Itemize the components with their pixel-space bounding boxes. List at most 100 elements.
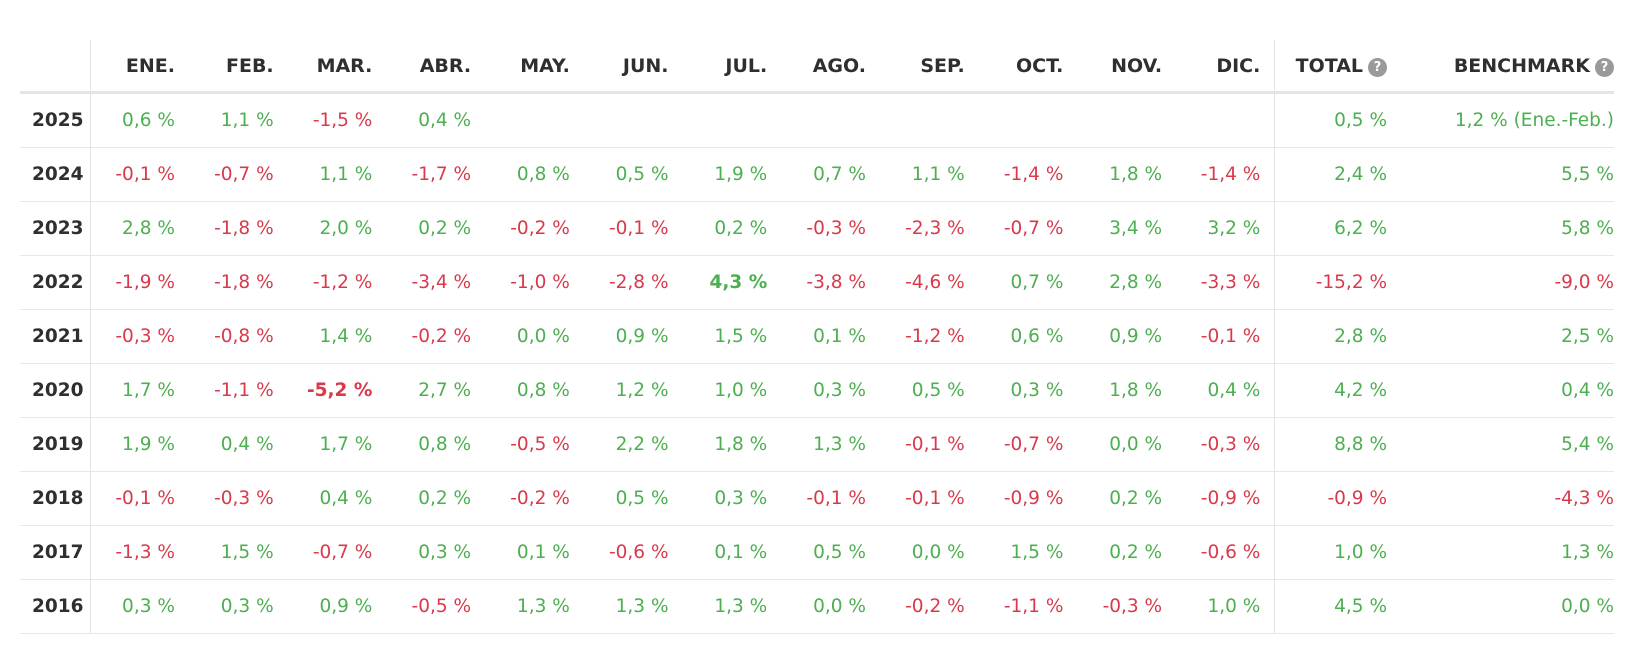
- table-body: 2025 0,6 % 1,1 % -1,5 % 0,4 % 0,5 % 1,2 % (Ene…: [20, 92, 1614, 634]
- month-return-cell: -0,3 %: [90, 309, 189, 364]
- year-column-header: [20, 40, 91, 94]
- year-cell: 2024: [20, 147, 91, 202]
- month-return-cell: [583, 92, 683, 148]
- month-return-cell: 2,2 %: [583, 417, 683, 472]
- month-header-10: OCT.: [978, 40, 1078, 94]
- month-return-cell: -1,2 %: [879, 309, 979, 364]
- month-return-cell: 0,3 %: [682, 471, 782, 526]
- month-return-cell: -0,1 %: [583, 201, 683, 256]
- month-return-cell: -0,5 %: [386, 579, 486, 634]
- table-row: 2017 -1,3 % 1,5 % -0,7 % 0,3 % 0,1 % -0,6 % 0,1…: [20, 525, 1614, 580]
- month-return-cell: -0,7 %: [978, 417, 1078, 472]
- benchmark-return-cell: 1,2 % (Ene.-Feb.): [1401, 92, 1614, 148]
- month-return-cell: 1,8 %: [682, 417, 782, 472]
- month-return-cell: -1,7 %: [386, 147, 486, 202]
- month-return-cell: 0,4 %: [386, 92, 486, 148]
- month-return-cell: -0,6 %: [1176, 525, 1276, 580]
- month-return-cell: 0,3 %: [386, 525, 486, 580]
- month-return-cell: 0,3 %: [978, 363, 1078, 418]
- month-return-cell: 0,9 %: [583, 309, 683, 364]
- month-return-cell: -0,3 %: [1176, 417, 1276, 472]
- table-row: 2021 -0,3 % -0,8 % 1,4 % -0,2 % 0,0 % 0,9 % 1,5…: [20, 309, 1614, 364]
- month-return-cell: 2,0 %: [287, 201, 387, 256]
- month-return-cell: -3,3 %: [1176, 255, 1276, 310]
- month-return-cell: 0,2 %: [386, 471, 486, 526]
- month-return-cell: [1077, 92, 1177, 148]
- benchmark-column-header-label: BENCHMARK: [1453, 54, 1590, 77]
- month-return-cell: 1,2 %: [583, 363, 683, 418]
- table-row: 2016 0,3 % 0,3 % 0,9 % -0,5 % 1,3 % 1,3 % 1,3 %…: [20, 579, 1614, 634]
- month-return-cell: 0,1 %: [682, 525, 782, 580]
- month-return-cell: 0,5 %: [781, 525, 880, 580]
- table-row: 2023 2,8 % -1,8 % 2,0 % 0,2 % -0,2 % -0,1 % 0,2…: [20, 201, 1614, 256]
- month-return-cell: 0,6 %: [90, 92, 189, 148]
- month-return-cell: 0,0 %: [879, 525, 979, 580]
- month-return-cell: 2,8 %: [90, 201, 189, 256]
- month-return-cell: -0,3 %: [188, 471, 288, 526]
- month-return-cell: 0,8 %: [485, 147, 584, 202]
- benchmark-return-cell: 0,0 %: [1401, 579, 1614, 634]
- month-return-cell: -0,2 %: [485, 201, 584, 256]
- month-header-4: ABR.: [386, 40, 486, 94]
- month-return-cell: -1,1 %: [188, 363, 288, 418]
- month-return-cell: 1,3 %: [485, 579, 584, 634]
- table-row: 2019 1,9 % 0,4 % 1,7 % 0,8 % -0,5 % 2,2 % 1,8 %…: [20, 417, 1614, 472]
- year-cell: 2022: [20, 255, 91, 310]
- year-cell: 2025: [20, 92, 91, 148]
- month-return-cell: -0,7 %: [978, 201, 1078, 256]
- total-column-header: TOTAL?: [1274, 40, 1402, 94]
- month-return-cell: 1,3 %: [682, 579, 782, 634]
- month-return-cell: 1,1 %: [287, 147, 387, 202]
- month-return-cell: 0,4 %: [188, 417, 288, 472]
- month-return-cell: [879, 92, 979, 148]
- month-return-cell: 0,2 %: [1077, 471, 1177, 526]
- month-return-cell: -1,5 %: [287, 92, 387, 148]
- year-cell: 2021: [20, 309, 91, 364]
- month-return-cell: -0,1 %: [90, 471, 189, 526]
- month-return-cell: 0,8 %: [386, 417, 486, 472]
- month-return-cell: 0,8 %: [485, 363, 584, 418]
- month-return-cell: -2,8 %: [583, 255, 683, 310]
- month-return-cell: -0,9 %: [1176, 471, 1276, 526]
- month-return-cell: -0,7 %: [287, 525, 387, 580]
- total-column-header-label: TOTAL: [1295, 54, 1364, 77]
- total-return-cell: 1,0 %: [1274, 525, 1402, 580]
- total-return-cell: 4,5 %: [1274, 579, 1402, 634]
- total-return-cell: 0,5 %: [1274, 92, 1402, 148]
- help-icon[interactable]: ?: [1595, 57, 1614, 77]
- month-return-cell: 0,2 %: [1077, 525, 1177, 580]
- benchmark-return-cell: 5,8 %: [1401, 201, 1614, 256]
- benchmark-return-cell: 2,5 %: [1401, 309, 1614, 364]
- year-cell: 2019: [20, 417, 91, 472]
- month-return-cell: 0,9 %: [1077, 309, 1177, 364]
- month-return-cell: -2,3 %: [879, 201, 979, 256]
- month-return-cell: 1,5 %: [682, 309, 782, 364]
- month-return-cell: 1,3 %: [781, 417, 880, 472]
- month-return-cell: -1,4 %: [1176, 147, 1276, 202]
- month-return-cell: 0,4 %: [1176, 363, 1276, 418]
- benchmark-return-cell: -9,0 %: [1401, 255, 1614, 310]
- month-return-cell: -1,8 %: [188, 201, 288, 256]
- help-icon[interactable]: ?: [1368, 57, 1388, 77]
- month-return-cell: -0,1 %: [90, 147, 189, 202]
- month-return-cell: -0,2 %: [879, 579, 979, 634]
- month-return-cell: [781, 92, 880, 148]
- month-return-cell: 4,3 %: [682, 255, 782, 310]
- month-return-cell: 1,4 %: [287, 309, 387, 364]
- month-return-cell: 0,0 %: [781, 579, 880, 634]
- month-return-cell: 0,2 %: [682, 201, 782, 256]
- month-return-cell: 0,7 %: [978, 255, 1078, 310]
- month-return-cell: 0,3 %: [90, 579, 189, 634]
- month-return-cell: 0,5 %: [583, 147, 683, 202]
- month-return-cell: [1176, 92, 1276, 148]
- month-return-cell: 0,4 %: [287, 471, 387, 526]
- month-return-cell: -0,7 %: [188, 147, 288, 202]
- month-return-cell: -0,5 %: [485, 417, 584, 472]
- total-return-cell: 6,2 %: [1274, 201, 1402, 256]
- month-return-cell: -0,2 %: [386, 309, 486, 364]
- month-return-cell: -1,9 %: [90, 255, 189, 310]
- month-return-cell: 2,7 %: [386, 363, 486, 418]
- returns-table-container: ENE. FEB. MAR. ABR. MAY. JUN. JUL. AGO. SEP. OCT.…: [20, 40, 1614, 634]
- benchmark-column-header: BENCHMARK?: [1401, 40, 1614, 94]
- year-cell: 2020: [20, 363, 91, 418]
